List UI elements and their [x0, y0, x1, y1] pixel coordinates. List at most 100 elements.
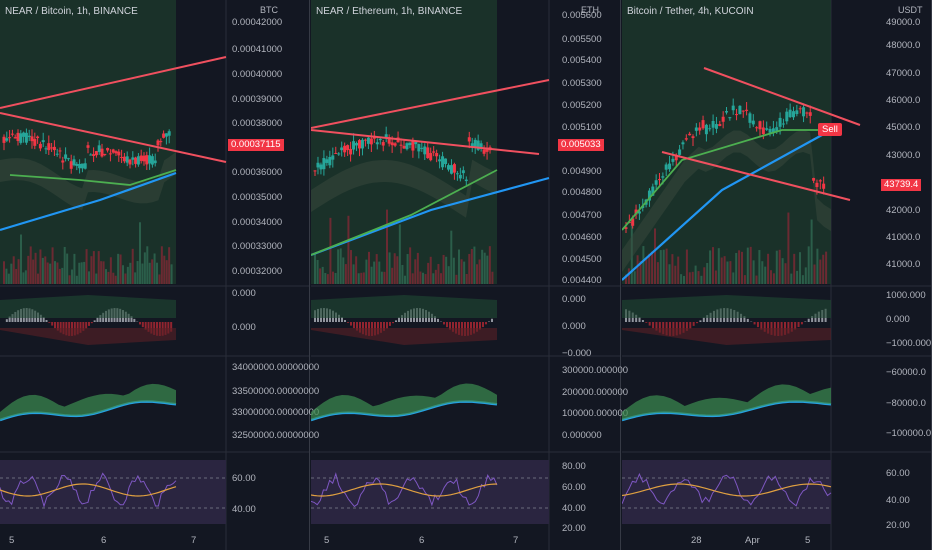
volume-bar: [75, 275, 78, 284]
macd-bar: [170, 322, 173, 332]
volume-bar: [688, 272, 691, 284]
volume-bar: [755, 275, 758, 284]
candle-body: [658, 179, 661, 181]
volume-bar: [465, 273, 468, 284]
volume-bar: [764, 266, 767, 284]
macd-bar: [658, 322, 661, 333]
volume-bar: [796, 270, 799, 284]
volume-bar: [825, 251, 828, 284]
candle-body: [411, 141, 415, 151]
volume-bar: [380, 271, 383, 284]
price-label: 0.00033000: [232, 241, 283, 252]
volume-bar: [481, 249, 484, 284]
macd-bar: [699, 320, 702, 322]
volume-bar: [337, 249, 340, 284]
candle-body: [441, 156, 445, 168]
chart-pane-near-btc[interactable]: NEAR / Bitcoin, 1h, BINANCE BTC 0.000420…: [0, 0, 319, 550]
volume-bar: [807, 246, 810, 284]
candle-body: [778, 117, 782, 127]
volume-bar: [329, 217, 332, 284]
volume-bar: [324, 272, 327, 284]
volume-bar: [697, 271, 700, 284]
candle-body: [637, 211, 641, 214]
obv-label: 100000.000000: [562, 408, 629, 419]
volume-bar: [5, 268, 8, 284]
volume-bar: [114, 275, 117, 284]
macd-bar: [39, 314, 42, 322]
candle-body: [681, 142, 685, 145]
candle-body: [458, 174, 462, 179]
volume-bar: [63, 246, 66, 284]
macd-bar: [763, 322, 766, 332]
volume-bar: [419, 271, 422, 284]
chart-pane-near-eth[interactable]: NEAR / Ethereum, 1h, BINANCE ETH 0.00560…: [311, 0, 628, 550]
volume-bar: [478, 259, 481, 284]
volume-bar: [442, 254, 445, 284]
candle-body: [417, 144, 421, 152]
macd-bar: [338, 314, 340, 322]
volume-bar: [717, 248, 720, 284]
time-label: 5: [9, 535, 15, 546]
obv-label: −100000.0: [886, 428, 932, 439]
volume-bar: [749, 246, 752, 284]
volume-bar: [24, 270, 27, 284]
candle-body: [414, 141, 418, 145]
macd-bar: [655, 322, 658, 331]
volume-bar: [793, 253, 796, 284]
price-label: 0.004900: [562, 166, 602, 177]
volume-bar: [386, 209, 388, 284]
volume-bar: [659, 250, 662, 284]
candle-body: [399, 144, 403, 146]
obv-area: [622, 384, 831, 420]
candle-body: [66, 158, 70, 160]
chart-title: NEAR / Ethereum, 1h, BINANCE: [316, 6, 463, 17]
last-price-tag: 43739.4: [881, 179, 922, 191]
macd-bar: [746, 318, 749, 322]
volume-bar: [656, 262, 659, 284]
volume-bar: [375, 254, 378, 284]
candle-body: [50, 147, 54, 149]
price-label: 0.005200: [562, 100, 602, 111]
rsi-label: 40.00: [562, 503, 586, 514]
candle-body: [688, 133, 692, 136]
price-label: 0.00035000: [232, 192, 283, 203]
price-label: 0.005600: [562, 10, 602, 21]
volume-bar: [468, 253, 471, 284]
macd-bar: [743, 316, 746, 322]
candle-body: [711, 121, 715, 128]
candle-body: [788, 109, 792, 118]
volume-bar: [355, 256, 358, 284]
volume-bar: [483, 252, 486, 284]
macd-bar: [491, 318, 493, 322]
macd-bar: [139, 322, 141, 325]
candle-body: [485, 148, 489, 152]
chart-canvas[interactable]: [622, 0, 932, 550]
candle-body: [775, 127, 779, 133]
volume-bar: [470, 248, 473, 284]
obv-label: 33500000.00000000: [232, 386, 320, 397]
volume-bar: [746, 247, 749, 284]
volume-bar: [134, 272, 137, 284]
volume-bar: [350, 250, 352, 284]
ma-green-line: [9, 169, 177, 186]
volume-bar: [741, 251, 743, 284]
candle-body: [624, 227, 628, 229]
volume-bar: [7, 273, 10, 284]
chart-canvas[interactable]: [0, 0, 310, 550]
macd-bar: [59, 322, 62, 333]
candle-body: [331, 155, 335, 160]
macd-bar: [341, 317, 343, 322]
currency-label: ETH: [581, 5, 599, 15]
volume-bar: [388, 252, 391, 284]
macd-bar: [386, 322, 388, 329]
volume-bar: [151, 259, 154, 284]
volume-bar: [17, 259, 20, 284]
chart-canvas[interactable]: [311, 0, 621, 550]
chart-pane-btc-usdt[interactable]: Bitcoin / Tether, 4h, KUCOIN USDT 49000.…: [622, 0, 932, 550]
volume-bar: [319, 268, 322, 284]
macd-bar: [395, 320, 397, 322]
macd-bar: [696, 322, 699, 324]
macd-bar: [455, 322, 457, 334]
candle-body: [150, 156, 154, 165]
volume-bar: [393, 253, 396, 284]
